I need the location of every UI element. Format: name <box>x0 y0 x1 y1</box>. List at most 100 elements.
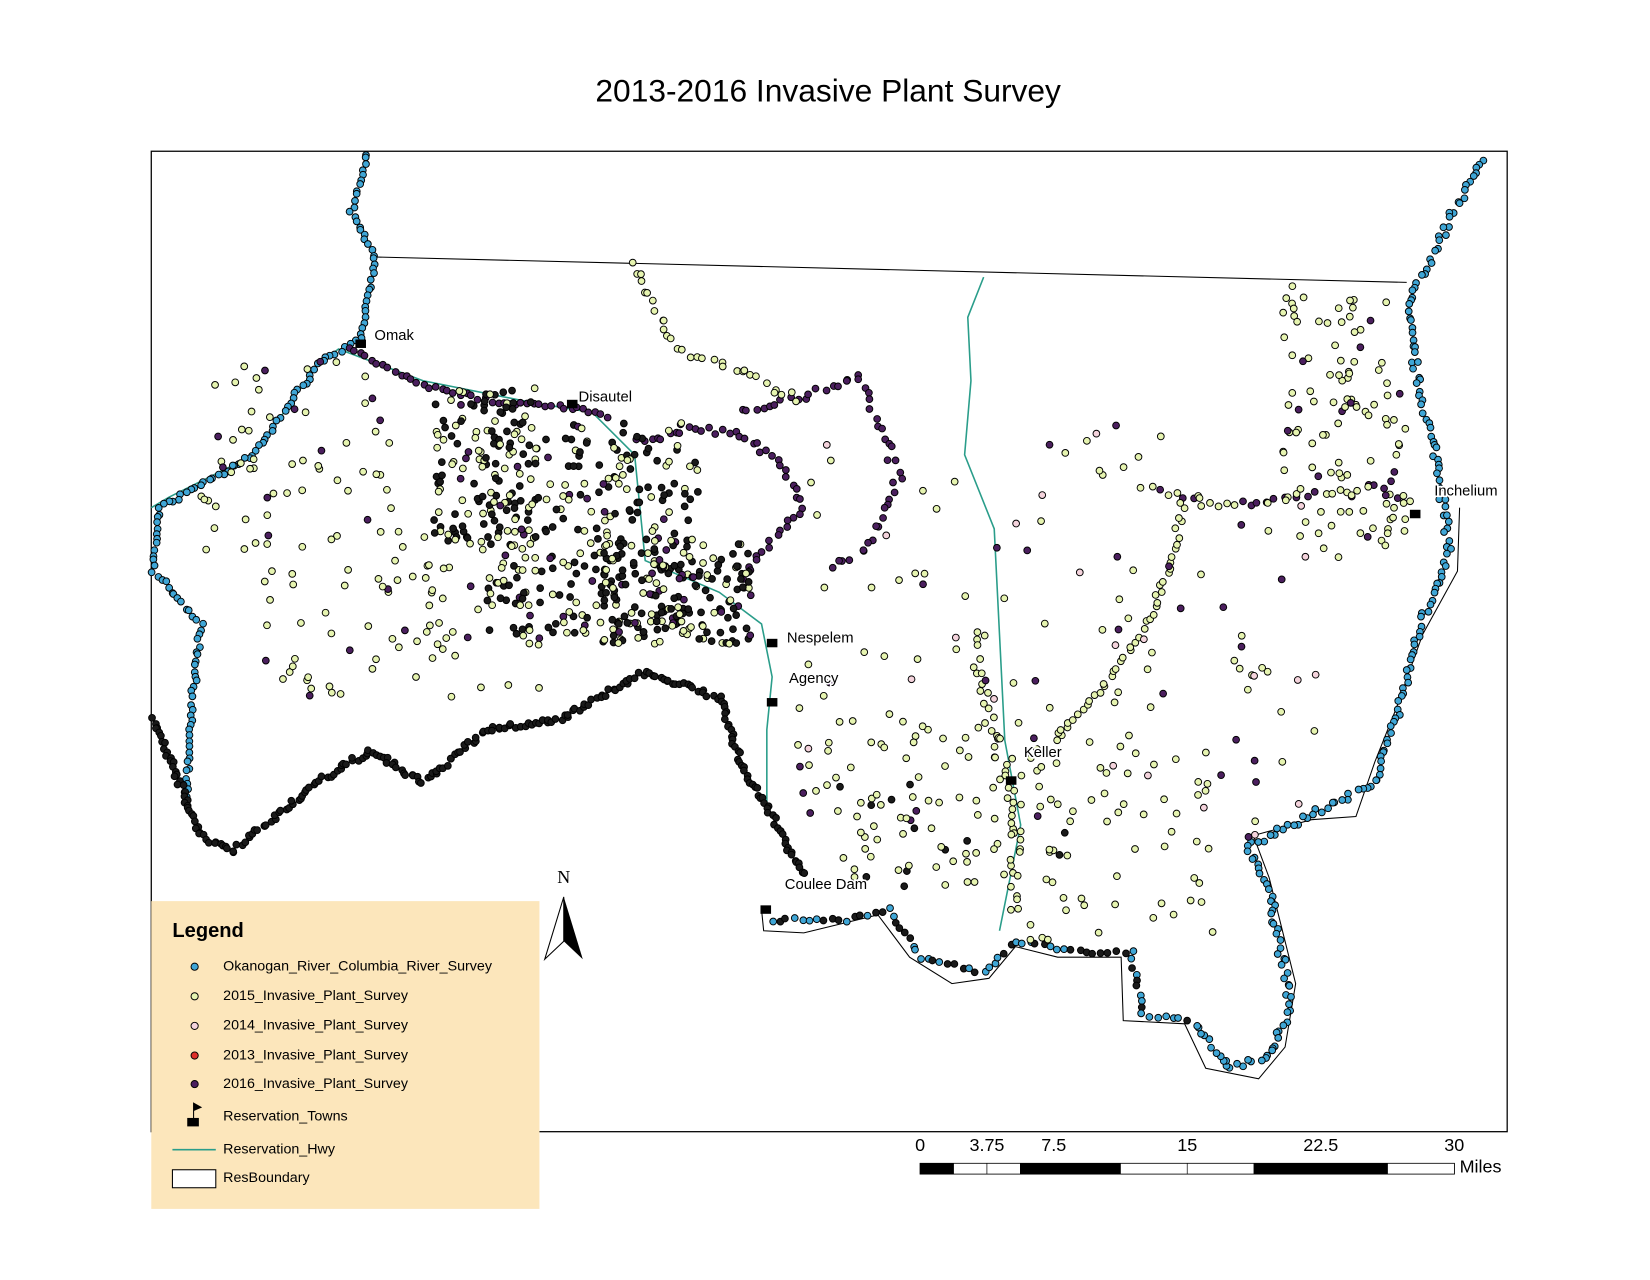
survey-point <box>1279 825 1287 834</box>
town-marker <box>760 905 772 914</box>
survey-point <box>1281 955 1290 964</box>
survey-point <box>444 536 453 545</box>
survey-point <box>559 514 568 523</box>
survey-point <box>1328 798 1337 807</box>
survey-point <box>686 462 694 471</box>
survey-point <box>625 506 634 514</box>
survey-point <box>1405 300 1414 308</box>
survey-point <box>867 801 876 810</box>
survey-point <box>660 491 668 499</box>
survey-point <box>487 427 496 435</box>
survey-point <box>662 546 671 554</box>
survey-point <box>864 538 872 547</box>
survey-point <box>1418 271 1426 279</box>
survey-point <box>729 604 738 613</box>
survey-point <box>1293 676 1302 684</box>
survey-point <box>1445 212 1454 221</box>
survey-point <box>1075 568 1084 577</box>
survey-point <box>1144 771 1152 780</box>
survey-point <box>602 566 611 574</box>
survey-point <box>1146 703 1155 712</box>
survey-point <box>1109 761 1118 770</box>
survey-point <box>1195 879 1204 887</box>
survey-point <box>1030 734 1038 743</box>
survey-point <box>594 535 602 543</box>
map-body <box>147 151 1488 1080</box>
survey-point <box>950 960 959 968</box>
survey-point <box>826 456 835 465</box>
survey-point <box>688 535 696 544</box>
survey-point <box>1099 680 1108 688</box>
survey-point <box>631 569 640 578</box>
survey-point <box>1279 1021 1288 1030</box>
survey-point <box>184 606 193 615</box>
scale-segment <box>953 1163 988 1175</box>
survey-point <box>820 583 829 592</box>
survey-point <box>1400 527 1409 535</box>
survey-point <box>928 956 937 965</box>
survey-point <box>943 960 952 968</box>
survey-point <box>261 366 269 375</box>
survey-point <box>876 801 885 809</box>
survey-point <box>1406 655 1415 664</box>
survey-point <box>1073 710 1082 719</box>
survey-point <box>1199 803 1208 812</box>
survey-point <box>523 516 532 525</box>
survey-point <box>342 760 350 769</box>
survey-point <box>1131 749 1140 758</box>
survey-point <box>516 601 525 610</box>
survey-point <box>691 581 700 590</box>
survey-point <box>269 489 278 498</box>
legend: Legend Okanogan_River_Columbia_River_Sur… <box>151 901 540 1209</box>
survey-point <box>362 160 370 168</box>
survey-point <box>241 838 250 847</box>
survey-point <box>880 652 889 661</box>
survey-point <box>900 882 909 891</box>
survey-point <box>664 426 673 435</box>
survey-point <box>1154 1013 1163 1022</box>
survey-point <box>488 601 497 610</box>
survey-point <box>1032 745 1041 753</box>
survey-point <box>438 594 447 603</box>
scale-tick-label: 7.5 <box>1041 1135 1066 1155</box>
survey-point <box>633 432 641 441</box>
survey-point <box>894 866 903 874</box>
survey-point <box>665 508 673 516</box>
survey-point <box>1394 697 1403 705</box>
survey-point <box>372 470 381 479</box>
survey-point <box>542 495 551 504</box>
survey-point <box>1258 663 1266 672</box>
survey-point <box>687 623 695 631</box>
survey-point <box>564 495 573 504</box>
survey-point <box>1175 534 1184 542</box>
survey-point <box>462 454 470 463</box>
survey-point <box>950 477 959 486</box>
survey-point <box>890 912 898 921</box>
survey-point <box>1040 619 1049 628</box>
survey-point <box>1294 800 1303 808</box>
survey-point <box>583 494 591 503</box>
survey-point <box>911 569 920 578</box>
survey-point <box>1055 851 1064 859</box>
survey-point <box>1138 997 1146 1005</box>
survey-point <box>393 576 402 584</box>
survey-point <box>1366 456 1375 465</box>
survey-point <box>1066 817 1075 826</box>
survey-point <box>1085 697 1093 705</box>
legend-symbol <box>190 1080 199 1089</box>
survey-point <box>463 737 472 746</box>
survey-point <box>1390 416 1398 424</box>
survey-point <box>579 404 587 413</box>
survey-point <box>488 726 496 735</box>
survey-point <box>755 448 764 457</box>
survey-point <box>518 594 527 603</box>
survey-point <box>1345 312 1354 321</box>
survey-point <box>496 501 505 510</box>
survey-point <box>499 576 508 585</box>
survey-point <box>1394 440 1403 448</box>
survey-point <box>345 646 354 655</box>
survey-point <box>1098 625 1107 634</box>
survey-point <box>317 446 326 455</box>
scale-tick-label: 3.75 <box>969 1135 1004 1155</box>
survey-point <box>1331 341 1339 350</box>
